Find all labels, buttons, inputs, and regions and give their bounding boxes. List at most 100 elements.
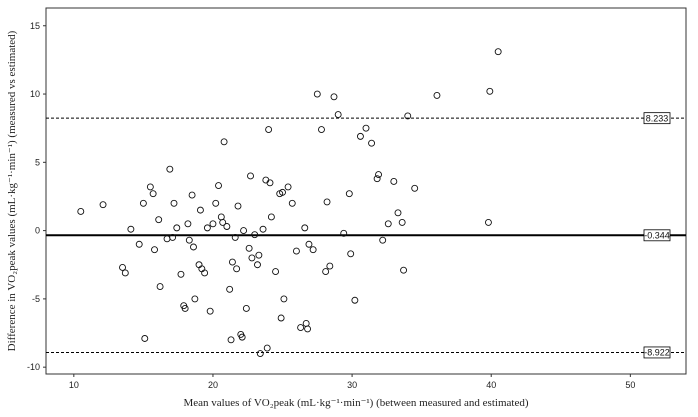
data-point: [309, 246, 317, 254]
data-point: [127, 225, 135, 233]
data-point: [351, 296, 359, 304]
data-point: [313, 90, 321, 98]
data-point: [212, 199, 220, 207]
data-point: [184, 220, 192, 228]
data-point: [277, 314, 285, 322]
data-point: [400, 266, 408, 274]
data-point: [356, 132, 364, 140]
y-tick-label: -5: [32, 294, 40, 304]
x-tick-label: 40: [486, 380, 496, 390]
reference-lines: 8.233 -0.344 -8.922: [46, 112, 686, 359]
data-point: [99, 201, 107, 209]
reference-label-lower_loa: -8.922: [644, 348, 670, 358]
x-tick-label: 30: [347, 380, 357, 390]
data-point: [163, 235, 171, 243]
data-point: [284, 183, 292, 191]
data-point: [190, 243, 197, 251]
data-point: [322, 268, 330, 276]
data-point: [265, 126, 273, 133]
data-point: [155, 216, 163, 224]
data-point: [404, 112, 412, 120]
data-point: [326, 262, 334, 270]
data-point: [206, 307, 214, 315]
data-point: [323, 198, 331, 206]
data-point: [347, 250, 355, 258]
x-tick-label: 50: [625, 380, 635, 390]
x-axis-ticks: 10 20 30 40 50: [69, 374, 635, 390]
data-point: [219, 218, 227, 226]
data-point: [330, 93, 338, 101]
data-point: [135, 240, 143, 248]
y-tick-label: 10: [30, 89, 40, 99]
data-point: [238, 333, 246, 341]
data-point: [166, 165, 174, 173]
data-point: [318, 126, 325, 133]
data-point: [248, 254, 256, 262]
data-point: [411, 184, 419, 192]
data-point: [191, 295, 199, 303]
data-point: [196, 206, 204, 214]
x-axis-label: Mean values of VO₂peak (mL·kg⁻¹·min⁻¹) (…: [183, 397, 528, 409]
data-point: [181, 304, 189, 312]
data-point: [375, 171, 382, 179]
data-point: [334, 111, 342, 118]
data-point: [305, 240, 313, 248]
data-point: [256, 350, 264, 357]
data-point: [373, 175, 381, 183]
data-point: [379, 236, 387, 244]
data-points: [77, 48, 502, 357]
data-point: [215, 182, 222, 189]
data-point: [245, 244, 253, 252]
data-point: [384, 220, 392, 228]
data-point: [267, 213, 275, 221]
data-point: [251, 231, 259, 239]
data-point: [234, 202, 242, 210]
data-point: [362, 124, 370, 132]
plot-frame: [45, 7, 687, 375]
data-point: [170, 199, 178, 207]
reference-label-mean: -0.344: [644, 231, 670, 241]
data-point: [240, 227, 248, 235]
data-point: [223, 223, 231, 230]
data-point: [254, 261, 261, 269]
data-point: [231, 233, 239, 241]
data-point: [247, 172, 254, 180]
data-point: [173, 224, 181, 232]
y-tick-label: 15: [30, 21, 40, 31]
data-point: [297, 324, 305, 332]
data-point: [185, 236, 193, 244]
data-point: [209, 220, 217, 228]
data-point: [345, 190, 353, 198]
reference-label-upper_loa: 8.233: [646, 113, 669, 123]
x-tick-label: 20: [208, 380, 218, 390]
reference-label-box-lower_loa: [643, 346, 671, 359]
data-point: [390, 177, 398, 185]
data-point: [301, 224, 309, 232]
data-point: [486, 87, 494, 95]
data-point: [149, 190, 157, 198]
data-point: [288, 199, 296, 207]
data-point: [151, 246, 158, 254]
data-point: [255, 251, 263, 259]
data-point: [304, 325, 312, 333]
data-point: [279, 188, 286, 196]
data-point: [398, 218, 406, 226]
data-point: [201, 269, 209, 277]
y-axis-ticks: 15 10 5 0 -5 -10: [27, 21, 46, 372]
data-point: [146, 183, 154, 191]
data-point: [494, 48, 502, 56]
data-point: [259, 225, 267, 233]
data-point: [394, 209, 402, 217]
x-tick-label: 10: [69, 380, 79, 390]
y-axis-label: Difference in VO₂peak values (mL·kg⁻¹·mi…: [6, 30, 18, 351]
data-point: [226, 285, 234, 293]
data-point: [188, 191, 196, 199]
data-point: [141, 335, 149, 342]
data-point: [280, 295, 288, 303]
data-point: [263, 344, 271, 352]
data-point: [177, 270, 185, 278]
data-point: [227, 336, 235, 344]
data-point: [220, 138, 228, 146]
data-point: [169, 233, 177, 241]
